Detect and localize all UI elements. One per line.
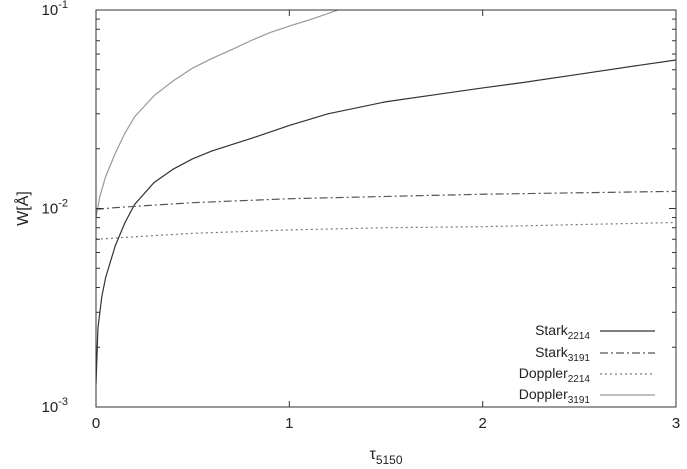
- series-layer: [96, 10, 676, 385]
- series-line-stark-2214: [96, 59, 676, 385]
- series-line-doppler-3191: [96, 10, 338, 218]
- series-line-doppler-2214: [96, 221, 676, 240]
- y-axis-label: W[Å]: [13, 191, 32, 226]
- legend-label: Stark3191: [535, 344, 590, 364]
- ticks-layer: 0 1 2 3 10-3 10-2 10-1: [42, 0, 681, 432]
- x-axis-label: τ5150: [369, 446, 402, 467]
- legend-entry-doppler-2214: Doppler2214: [519, 365, 655, 385]
- series-line-stark-3191: [96, 190, 676, 210]
- y-tick-label: 10-1: [42, 0, 68, 19]
- legend-entry-stark-2214: Stark2214: [535, 322, 655, 342]
- legend-entry-stark-3191: Stark3191: [535, 344, 655, 364]
- plot-frame: [95, 9, 677, 408]
- y-tick-label: 10-3: [42, 396, 68, 416]
- x-tick-label: 2: [478, 415, 486, 432]
- x-tick-label: 3: [672, 415, 680, 432]
- x-tick-label: 1: [285, 415, 293, 432]
- legend-label: Stark2214: [535, 322, 590, 342]
- labels-layer: τ5150 W[Å]: [13, 191, 403, 467]
- legend-entry-doppler-3191: Doppler3191: [519, 386, 655, 406]
- legend-label: Doppler3191: [519, 386, 591, 406]
- x-tick-label: 0: [92, 415, 100, 432]
- legend-label: Doppler2214: [519, 365, 591, 385]
- y-tick-label: 10-2: [42, 198, 68, 218]
